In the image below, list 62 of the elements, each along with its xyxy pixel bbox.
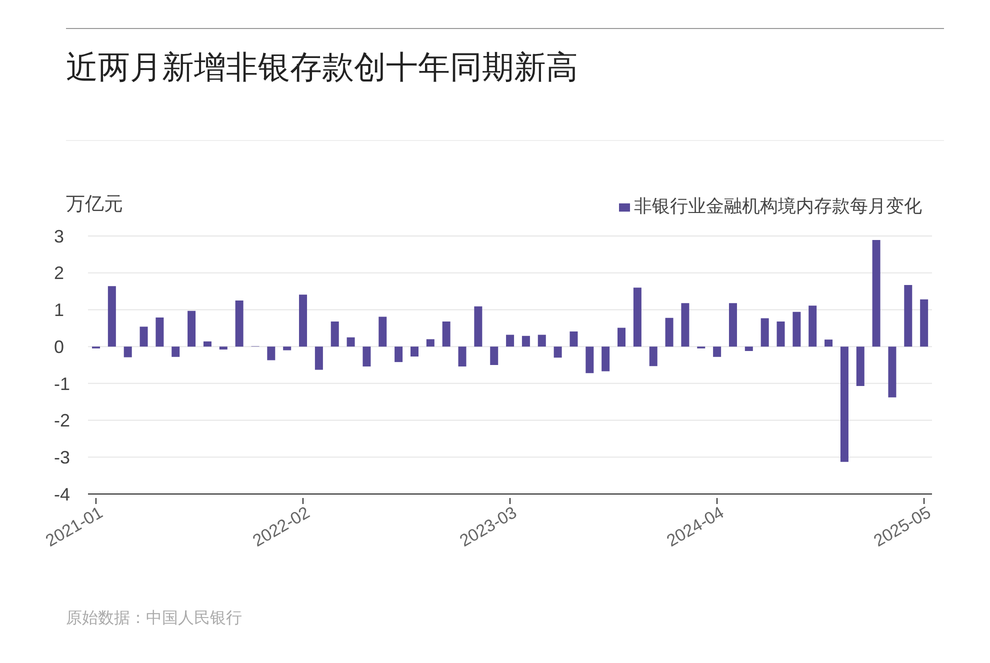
y-tick-label: 2 <box>54 263 64 284</box>
bar <box>426 339 434 347</box>
bar <box>188 310 196 347</box>
bar <box>808 306 817 347</box>
y-tick-label: 1 <box>54 300 64 320</box>
bar <box>920 299 928 347</box>
bar <box>856 346 864 386</box>
bar <box>124 346 132 358</box>
bar <box>618 328 626 347</box>
bar <box>314 346 323 370</box>
y-axis-title: 万亿元 <box>66 193 123 217</box>
bar <box>394 346 403 362</box>
bar <box>410 346 418 357</box>
bar <box>346 337 355 347</box>
bar <box>728 303 737 347</box>
bar <box>872 240 880 347</box>
y-tick-label: -2 <box>54 410 70 431</box>
bar <box>554 346 562 358</box>
bar <box>760 318 769 347</box>
bar <box>904 285 912 347</box>
bar <box>586 346 594 374</box>
bar <box>362 346 371 366</box>
bar <box>330 322 339 347</box>
bar <box>665 318 674 347</box>
bar <box>713 346 722 357</box>
bar <box>506 334 514 347</box>
bar <box>474 306 482 347</box>
bar <box>108 286 116 347</box>
bar <box>522 336 530 347</box>
y-tick-label: -3 <box>54 448 70 468</box>
bar <box>442 322 450 347</box>
bar <box>840 346 848 462</box>
bar <box>458 346 466 366</box>
bar <box>283 346 292 350</box>
y-tick-label: -1 <box>54 374 70 394</box>
bar <box>633 288 642 347</box>
bar <box>267 346 276 360</box>
bar <box>378 316 387 347</box>
bar <box>776 322 785 347</box>
bar <box>824 340 833 347</box>
y-tick-label: 0 <box>54 336 64 357</box>
bar <box>792 312 801 347</box>
bar <box>235 300 244 347</box>
bar <box>140 326 148 347</box>
bar <box>602 346 610 372</box>
bar <box>490 346 498 365</box>
bar <box>649 346 658 366</box>
text: 原始数据：中国人民银行 <box>66 608 242 629</box>
bar <box>744 346 753 351</box>
chart-title: 近两月新增非银存款创十年同期新高 <box>66 48 578 87</box>
bar <box>219 346 228 350</box>
bar <box>299 294 308 347</box>
bar <box>172 346 180 357</box>
bar <box>156 317 164 347</box>
bar <box>538 334 546 347</box>
bar <box>888 346 896 398</box>
bar <box>570 331 578 347</box>
y-tick-label: -4 <box>54 484 70 504</box>
y-tick-label: 3 <box>54 226 64 246</box>
bar <box>203 341 212 347</box>
legend-label: 非银行业金融机构境内存款每月变化 <box>634 196 922 216</box>
bar <box>681 303 690 347</box>
